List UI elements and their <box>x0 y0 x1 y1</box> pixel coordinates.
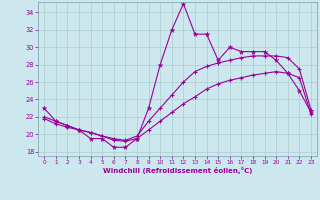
X-axis label: Windchill (Refroidissement éolien,°C): Windchill (Refroidissement éolien,°C) <box>103 167 252 174</box>
